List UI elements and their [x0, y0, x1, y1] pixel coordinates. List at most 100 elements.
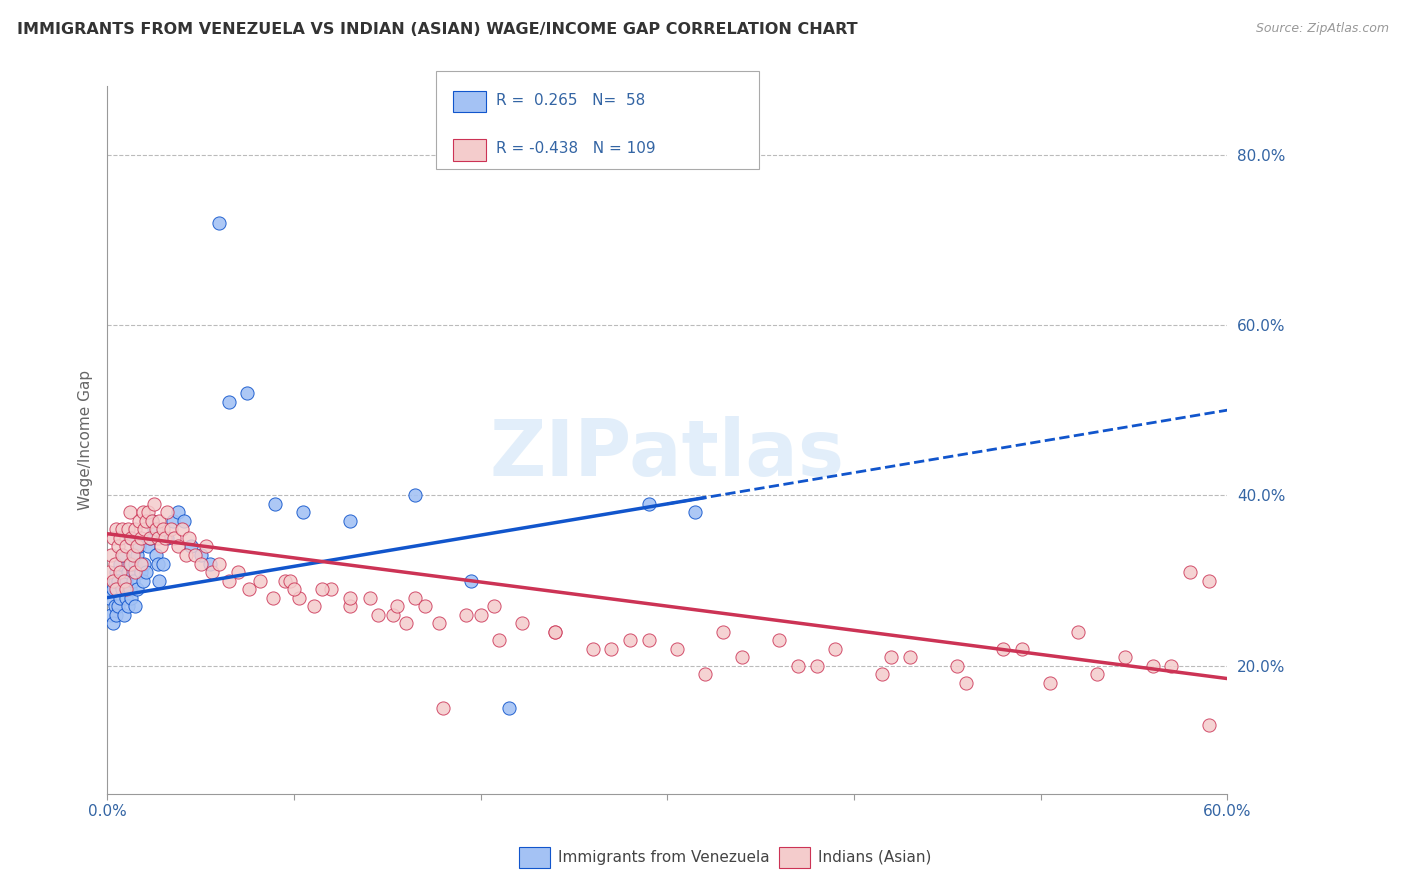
Point [122, 548, 145, 562]
Y-axis label: Wage/Income Gap: Wage/Income Gap [79, 370, 93, 510]
Point [824, 641, 846, 656]
Point [288, 591, 311, 605]
Point [141, 514, 163, 528]
Point [104, 557, 127, 571]
Point [110, 565, 132, 579]
Point [105, 607, 128, 622]
Point [429, 616, 451, 631]
Point [367, 607, 389, 622]
Point [139, 531, 162, 545]
Point [208, 557, 231, 571]
Point [1011, 641, 1033, 656]
Point [114, 540, 136, 554]
Point [125, 582, 148, 596]
Point [304, 599, 326, 614]
Point [381, 607, 404, 622]
Point [124, 557, 146, 571]
Point [226, 565, 249, 579]
Point [120, 557, 142, 571]
Point [156, 505, 179, 519]
Point [339, 591, 361, 605]
Point [136, 505, 159, 519]
Point [806, 658, 828, 673]
Point [114, 582, 136, 596]
Point [1114, 650, 1136, 665]
Point [142, 497, 165, 511]
Point [159, 523, 181, 537]
Point [179, 531, 201, 545]
Point [135, 565, 157, 579]
Point [488, 633, 510, 648]
Point [731, 650, 754, 665]
Point [174, 548, 197, 562]
Point [693, 667, 716, 681]
Point [114, 574, 136, 588]
Point [218, 394, 240, 409]
Point [162, 514, 184, 528]
Point [128, 540, 150, 554]
Point [273, 574, 295, 588]
Point [167, 540, 190, 554]
Point [544, 624, 567, 639]
Point [101, 574, 124, 588]
Point [148, 574, 170, 588]
Point [117, 523, 139, 537]
Point [1142, 658, 1164, 673]
Point [129, 531, 152, 545]
Point [105, 565, 128, 579]
Point [218, 574, 240, 588]
Point [135, 514, 157, 528]
Point [101, 616, 124, 631]
Point [117, 599, 139, 614]
Point [249, 574, 271, 588]
Point [454, 607, 477, 622]
Point [124, 599, 146, 614]
Point [110, 591, 132, 605]
Point [955, 676, 977, 690]
Point [111, 523, 134, 537]
Point [124, 523, 146, 537]
Point [432, 701, 454, 715]
Point [880, 650, 903, 665]
Text: Immigrants from Venezuela: Immigrants from Venezuela [558, 850, 770, 864]
Point [118, 557, 141, 571]
Point [1198, 718, 1220, 732]
Point [404, 591, 426, 605]
Point [898, 650, 921, 665]
Point [195, 540, 218, 554]
Point [146, 531, 169, 545]
Point [385, 599, 408, 614]
Point [544, 624, 567, 639]
Point [283, 582, 305, 596]
Point [152, 523, 174, 537]
Point [637, 497, 659, 511]
Point [167, 505, 190, 519]
Point [100, 607, 122, 622]
Point [110, 557, 132, 571]
Point [120, 591, 142, 605]
Point [156, 531, 179, 545]
Point [180, 540, 202, 554]
Point [238, 582, 260, 596]
Point [112, 607, 135, 622]
Point [311, 582, 333, 596]
Point [105, 582, 128, 596]
Point [395, 616, 418, 631]
Point [150, 540, 173, 554]
Text: R = -0.438   N = 109: R = -0.438 N = 109 [496, 142, 657, 156]
Point [134, 523, 156, 537]
Point [125, 540, 148, 554]
Point [339, 514, 361, 528]
Point [404, 488, 426, 502]
Text: IMMIGRANTS FROM VENEZUELA VS INDIAN (ASIAN) WAGE/INCOME GAP CORRELATION CHART: IMMIGRANTS FROM VENEZUELA VS INDIAN (ASI… [17, 22, 858, 37]
Point [105, 523, 128, 537]
Point [1039, 676, 1062, 690]
Point [190, 548, 212, 562]
Point [768, 633, 790, 648]
Point [339, 599, 361, 614]
Point [1198, 574, 1220, 588]
Point [98, 565, 121, 579]
Point [117, 565, 139, 579]
Point [142, 523, 165, 537]
Point [711, 624, 734, 639]
